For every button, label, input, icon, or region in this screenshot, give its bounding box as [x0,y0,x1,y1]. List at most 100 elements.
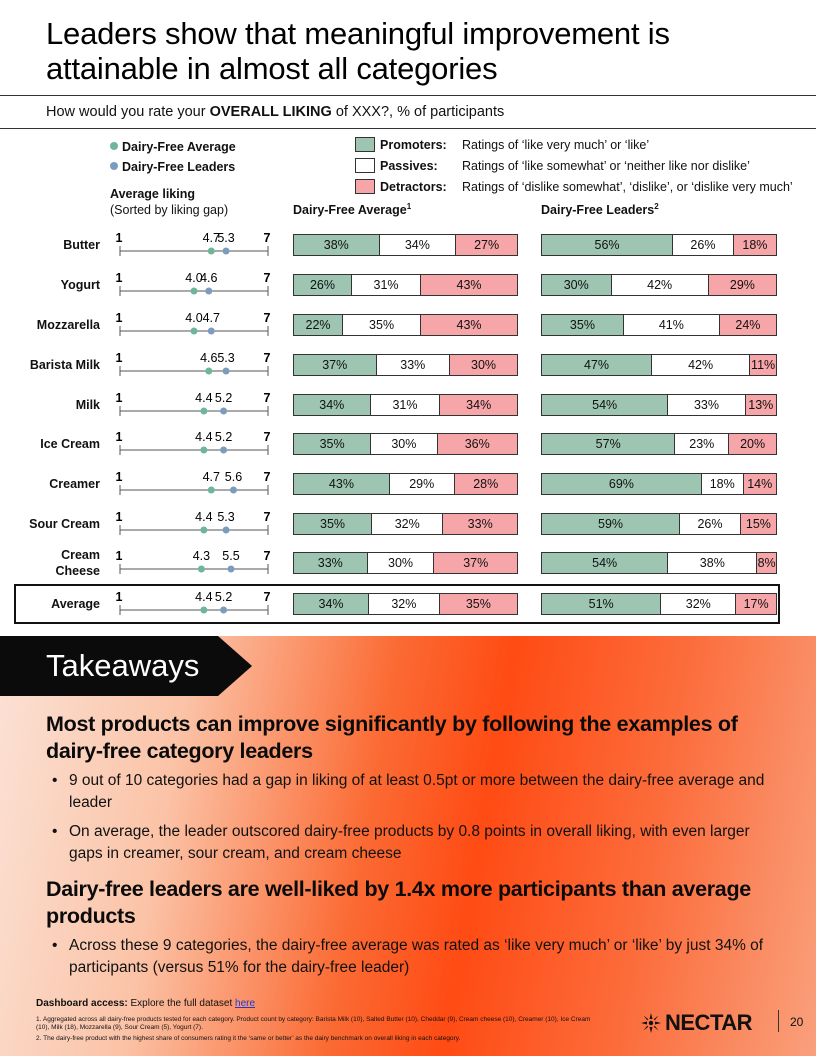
category-label: Milk [75,398,100,412]
takeaways-tab [0,636,252,696]
promoters-segment: 37% [294,355,377,375]
liking-scale-min: 1 [116,231,123,245]
passives-segment: 32% [369,594,440,614]
takeaway-heading-1: Most products can improve significantly … [46,712,738,763]
column-header-average: Dairy-Free Average1 [293,202,411,217]
average-liking-label: 4.6 [200,351,217,365]
question-bold: OVERALL LIKING [209,104,332,120]
passives-segment: 31% [370,395,441,415]
detractors-segment: 28% [454,474,517,494]
passives-segment: 33% [668,395,746,415]
promoters-segment: 69% [542,474,702,494]
dashboard-text: Explore the full dataset [127,998,236,1009]
average-stacked-bar: 22% 35% 43% [293,314,518,336]
passives-segment: 26% [673,235,734,255]
promoters-segment: 57% [542,434,676,454]
detractors-segment: 13% [745,395,776,415]
promoters-desc: Ratings of ‘like very much’ or ‘like’ [462,137,650,152]
leader-stacked-bar: 35% 41% 24% [541,314,777,336]
average-liking-header: Average liking (Sorted by liking gap) [110,186,228,218]
leader-liking-dot [220,606,228,614]
promoters-segment: 38% [294,235,380,255]
detractors-segment: 24% [719,315,776,335]
promoters-segment: 35% [294,434,372,454]
passives-segment: 42% [651,355,751,375]
category-label: Mozzarella [36,318,100,332]
footnote-ref-1: 1 [406,202,412,211]
passive-swatch [355,158,375,173]
passives-segment: 33% [376,355,451,375]
nectar-logo-text: NECTAR [665,1010,753,1035]
passives-segment: 32% [372,514,444,534]
promoters-segment: 56% [542,235,674,255]
passives-segment: 38% [668,553,758,573]
leader-stacked-bar: 56% 26% 18% [541,234,777,256]
legend-detractors: Detractors: Ratings of ‘dislike somewhat’… [355,176,793,197]
dot-legend: Dairy-Free Average Dairy-Free Leaders [110,137,236,177]
dashboard-link[interactable]: here [235,998,256,1009]
footnote-ref-2: 2 [654,202,659,211]
category-label: Ice Cream [40,437,100,451]
leader-liking-dot [220,446,228,454]
detractors-segment: 17% [736,594,776,614]
detractors-segment: 11% [750,355,776,375]
detractors-segment: 15% [740,514,776,534]
average-stacked-bar: 35% 32% 33% [293,513,518,535]
average-liking-subtitle: (Sorted by liking gap) [110,203,229,217]
liking-scale-max: 7 [264,231,271,245]
takeaway-bullet-2: On average, the leader outscored dairy-f… [50,821,770,865]
average-liking-dot [200,526,208,534]
leader-liking-dot [227,565,235,573]
promoters-segment: 54% [542,553,669,573]
average-dot-icon [110,142,118,150]
takeaway-heading-2: Dairy-free leaders are well-liked by 1.4… [46,877,751,928]
liking-scale-max: 7 [264,510,271,524]
leader-liking-label: 5.3 [217,231,234,245]
category-label: Sour Cream [29,517,100,531]
detractors-segment: 30% [450,355,517,375]
leader-stacked-bar: 47% 42% 11% [541,354,777,376]
detractors-segment: 35% [439,594,517,614]
leader-liking-label: 5.3 [217,351,234,365]
promoters-segment: 43% [294,474,390,494]
average-liking-dot [190,327,198,335]
promoters-segment: 35% [542,315,624,335]
category-label: Average [51,597,100,611]
page-number: 20 [790,1015,804,1029]
promoters-segment: 33% [294,553,368,573]
category-label: Butter [63,238,100,252]
question-prefix: How would you rate your [46,104,210,120]
passives-segment: 32% [661,594,737,614]
average-liking-label: 4.4 [195,391,212,405]
detractors-segment: 34% [440,395,517,415]
column-header-leaders: Dairy-Free Leaders2 [541,202,659,217]
leader-liking-label: 5.5 [222,549,239,563]
liking-scale-max: 7 [264,351,271,365]
leader-liking-dot [205,287,213,295]
average-liking-dot [200,606,208,614]
average-row-highlight [14,584,780,624]
passives-segment: 31% [351,275,422,295]
average-liking-dot [200,446,208,454]
leader-liking-dot [222,367,230,375]
legend-passives: Passives: Ratings of ‘like somewhat’ or ‘… [355,155,793,176]
passives-segment: 18% [701,474,744,494]
liking-scale-max: 7 [264,391,271,405]
passives-segment: 23% [675,434,730,454]
average-stacked-bar: 37% 33% 30% [293,354,518,376]
column-leaders-label: Dairy-Free Leaders [541,203,655,218]
passives-segment: 30% [367,553,435,573]
liking-scale: 1 7 4.4 5.3 [116,510,271,535]
legend-leaders: Dairy-Free Leaders [110,157,236,177]
legend-leaders-label: Dairy-Free Leaders [122,160,236,174]
leader-liking-label: 4.6 [200,271,217,285]
average-liking-title: Average liking [110,187,195,201]
average-stacked-bar: 34% 31% 34% [293,394,518,416]
question-divider [0,128,816,129]
leader-liking-dot [207,327,215,335]
average-liking-label: 4.4 [195,430,212,444]
promoters-segment: 34% [294,594,370,614]
category-label: Creamer [49,477,100,491]
leader-liking-dot [220,407,228,415]
leader-stacked-bar: 69% 18% 14% [541,473,777,495]
